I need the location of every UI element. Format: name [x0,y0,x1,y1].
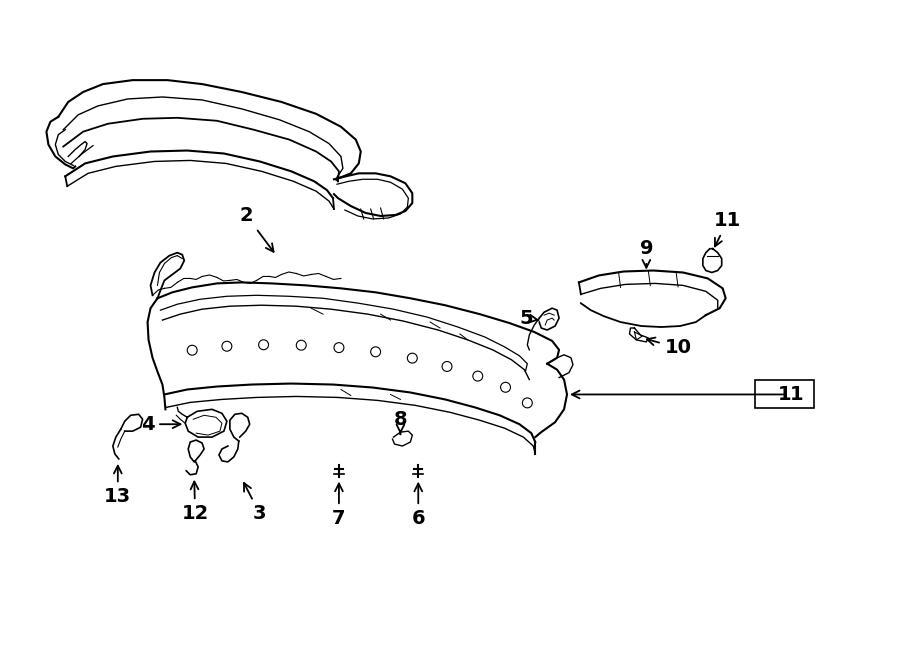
Text: 12: 12 [182,482,209,523]
Polygon shape [629,328,648,342]
Text: 3: 3 [244,483,266,523]
Text: 4: 4 [140,414,180,434]
Polygon shape [392,431,412,446]
Text: 6: 6 [411,484,425,528]
Text: 7: 7 [332,484,346,528]
Text: 8: 8 [393,410,407,434]
Text: 11: 11 [714,212,742,247]
Text: 13: 13 [104,466,131,506]
Text: 2: 2 [240,206,274,252]
Text: 9: 9 [640,239,653,268]
Text: 10: 10 [647,338,691,358]
Polygon shape [185,409,227,437]
FancyBboxPatch shape [755,379,814,408]
Text: 5: 5 [519,309,539,328]
Polygon shape [703,249,722,272]
Text: 1: 1 [572,385,804,404]
Text: 1: 1 [778,385,791,404]
